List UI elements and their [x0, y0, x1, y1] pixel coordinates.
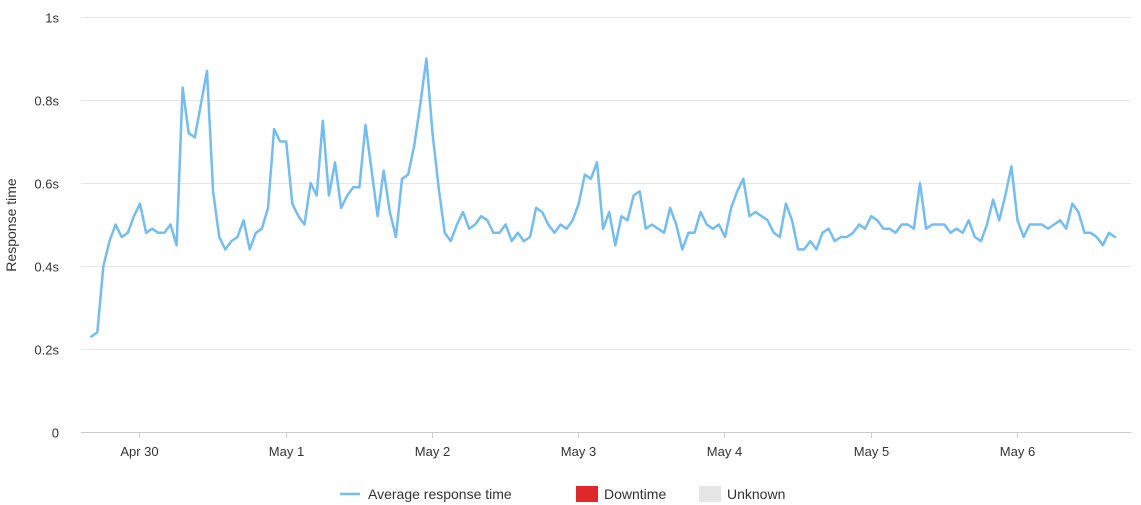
- legend-label: Average response time: [368, 486, 512, 502]
- y-tick-labels: 0 0.2s 0.4s 0.6s 0.8s 1s: [34, 11, 59, 441]
- legend-item-average-response-time[interactable]: Average response time: [340, 486, 512, 502]
- series-line-average-response-time[interactable]: [89, 57, 1117, 338]
- legend-item-unknown[interactable]: Unknown: [699, 486, 785, 502]
- legend: Average response time Downtime Unknown: [340, 486, 785, 502]
- y-axis-title: Response time: [3, 178, 19, 272]
- legend-box-swatch: [576, 486, 598, 502]
- x-tick-label: Apr 30: [120, 444, 158, 459]
- grid-layer: [81, 17, 1131, 433]
- x-tick-label: May 4: [707, 444, 742, 459]
- x-tick-label: May 5: [854, 444, 889, 459]
- x-tick-label: May 3: [561, 444, 596, 459]
- y-tick-label: 0.2s: [34, 343, 59, 358]
- x-tick-label: May 1: [269, 444, 304, 459]
- y-tick-label: 0: [52, 426, 59, 441]
- legend-box-swatch: [699, 486, 721, 502]
- y-tick-label: 0.8s: [34, 94, 59, 109]
- x-tick-label: May 2: [415, 444, 450, 459]
- x-tick-label: May 6: [1000, 444, 1035, 459]
- legend-label: Unknown: [727, 486, 785, 502]
- y-tick-label: 1s: [45, 11, 59, 26]
- y-tick-label: 0.6s: [34, 177, 59, 192]
- series-layer: [89, 57, 1117, 338]
- y-tick-label: 0.4s: [34, 260, 59, 275]
- legend-label: Downtime: [604, 486, 666, 502]
- x-tick-labels: Apr 30 May 1 May 2 May 3 May 4 May 5 May 6: [120, 432, 1035, 459]
- legend-item-downtime[interactable]: Downtime: [576, 486, 666, 502]
